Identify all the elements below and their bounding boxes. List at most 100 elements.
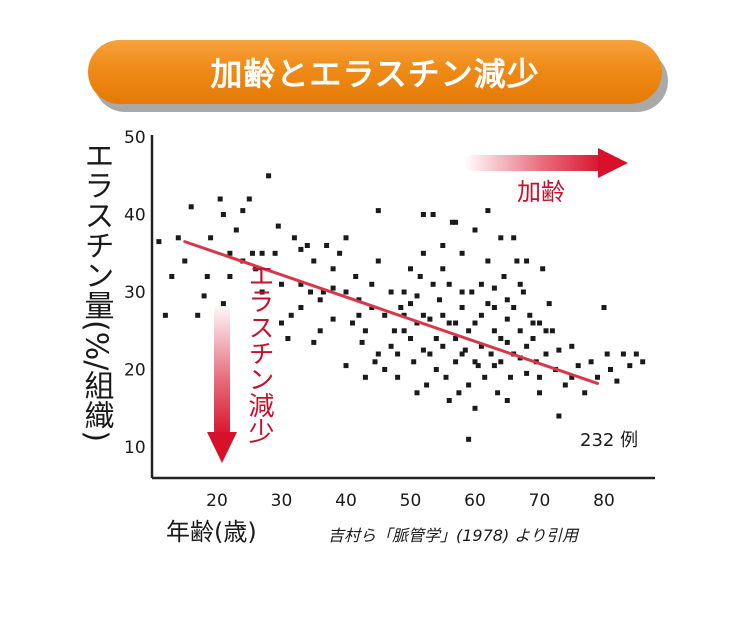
data-point (217, 196, 223, 202)
data-point (498, 235, 504, 241)
data-point (530, 336, 536, 341)
data-point (537, 320, 542, 326)
data-point (275, 223, 281, 229)
y-tick-label: 40 (124, 206, 146, 226)
data-point (569, 374, 575, 380)
y-tick-label: 50 (124, 128, 146, 148)
data-point (427, 316, 433, 322)
data-point (472, 359, 478, 365)
data-point (537, 390, 542, 396)
data-point (375, 351, 381, 357)
data-point (362, 328, 368, 334)
x-tick-label: 60 (464, 491, 486, 511)
data-point (391, 328, 397, 334)
data-point (466, 436, 472, 442)
data-point (343, 289, 349, 295)
data-point (472, 405, 478, 411)
data-point (343, 235, 349, 241)
data-point (640, 359, 646, 365)
data-point (353, 274, 359, 279)
data-point (395, 351, 401, 357)
data-point (324, 243, 330, 248)
data-point (524, 343, 530, 349)
x-tick-label: 80 (593, 491, 615, 511)
data-point (453, 320, 459, 326)
data-point (446, 281, 452, 287)
sample-count-label: 232 例 (580, 430, 638, 451)
data-points (156, 173, 646, 442)
data-point (456, 390, 462, 396)
data-point (369, 305, 375, 310)
y-tick-label: 30 (124, 283, 146, 303)
data-point (614, 378, 620, 384)
data-point (372, 359, 378, 365)
data-point (511, 305, 517, 310)
data-point (491, 285, 497, 291)
data-point (359, 339, 365, 345)
data-point (549, 328, 555, 334)
data-point (485, 258, 491, 264)
data-point (433, 336, 439, 341)
data-point (208, 235, 214, 241)
x-tick-label: 70 (529, 491, 551, 511)
data-point (582, 390, 588, 396)
data-point (398, 305, 404, 310)
data-point (408, 336, 413, 341)
data-point (356, 297, 362, 303)
chart-title: 加齢とエラスチン減少 (210, 55, 540, 93)
data-point (279, 281, 284, 287)
data-point (388, 289, 394, 295)
data-point (240, 208, 246, 214)
data-point (291, 235, 297, 241)
data-point (520, 289, 526, 295)
data-point (362, 374, 368, 380)
data-point (220, 212, 226, 217)
data-point (330, 285, 336, 291)
data-point (375, 258, 381, 264)
data-point (433, 367, 439, 372)
source-note: 吉村ら「脈管学」(1978) より引用 (328, 526, 580, 545)
data-point (308, 289, 313, 295)
data-point (459, 351, 465, 357)
data-point (420, 250, 426, 256)
data-point (356, 312, 362, 318)
data-point (337, 250, 343, 256)
data-point (317, 328, 323, 334)
data-point (440, 312, 446, 318)
data-point (266, 173, 272, 179)
data-point (501, 274, 507, 279)
data-point (453, 336, 459, 341)
data-point (401, 328, 407, 334)
data-point (524, 258, 530, 264)
data-point (449, 219, 455, 225)
data-point (478, 343, 484, 349)
data-point (369, 281, 375, 287)
data-point (446, 320, 452, 326)
data-point (395, 374, 401, 380)
data-point (540, 266, 546, 272)
data-point (443, 374, 449, 380)
age-arrow-icon (464, 148, 628, 178)
data-point (408, 301, 413, 307)
data-point (311, 339, 317, 345)
data-point (498, 359, 504, 365)
data-point (485, 208, 491, 214)
data-point (543, 351, 549, 357)
data-point (446, 398, 452, 403)
x-tick-label: 30 (271, 491, 293, 511)
data-point (530, 320, 536, 326)
data-point (462, 347, 468, 353)
data-point (537, 374, 542, 380)
data-point (401, 289, 407, 295)
data-point (227, 274, 233, 279)
data-point (491, 363, 497, 369)
data-point (440, 266, 446, 272)
data-point (527, 312, 533, 318)
data-point (517, 328, 523, 334)
data-point (466, 382, 472, 388)
data-point (569, 343, 575, 349)
data-point (204, 274, 210, 279)
data-point (175, 235, 181, 241)
data-point (459, 250, 465, 256)
data-point (201, 293, 207, 299)
